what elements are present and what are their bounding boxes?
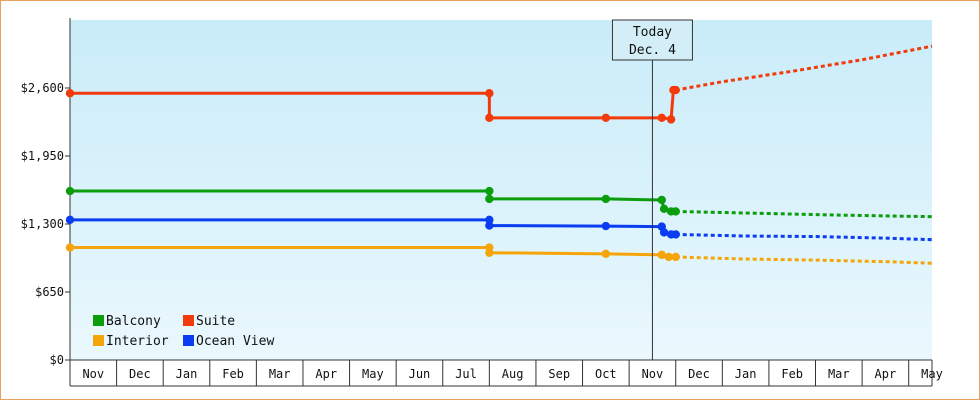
x-tick-label: Jun: [409, 367, 431, 381]
y-tick-label: $0: [50, 353, 64, 367]
data-point: [485, 221, 494, 230]
legend-label: Balcony: [106, 314, 161, 329]
x-tick-label: Dec: [129, 367, 151, 381]
series-balcony: [65, 186, 933, 219]
series-interior: [65, 243, 933, 265]
x-tick-label: Mar: [828, 367, 850, 381]
forecast-line: [675, 255, 933, 265]
data-point: [65, 89, 75, 98]
data-point: [485, 194, 494, 204]
y-tick-label: $1,300: [21, 217, 64, 231]
x-tick-label: Jan: [176, 367, 198, 381]
legend-item: Suite: [183, 314, 235, 329]
data-point: [601, 221, 611, 231]
x-tick-label: Mar: [269, 367, 291, 381]
y-tick-label: $650: [35, 285, 64, 299]
data-point: [485, 89, 494, 98]
today-date: Dec. 4: [629, 43, 676, 58]
data-point: [671, 252, 680, 262]
legend-swatch: [183, 315, 194, 326]
data-point: [659, 204, 669, 214]
legend-swatch: [183, 335, 194, 346]
x-tick-label: Apr: [315, 367, 337, 381]
forecast-line: [675, 209, 933, 219]
x-axis: Nov Dec Jan Feb Mar Apr May Jun Jul Aug Sep Oct Nov D…: [69, 359, 943, 387]
legend-swatch: [93, 335, 104, 346]
forecast-line: [675, 232, 933, 242]
data-point: [65, 243, 75, 252]
legend-item: Balcony: [93, 314, 161, 329]
legend-label: Suite: [196, 314, 235, 329]
today-box: [611, 19, 693, 61]
legend: Balcony Suite Interior Ocean View: [93, 314, 274, 349]
legend-item: Interior: [93, 334, 169, 349]
legend-swatch: [93, 315, 104, 326]
data-point: [664, 252, 673, 262]
legend-label: Ocean View: [196, 334, 274, 349]
data-point: [666, 115, 676, 124]
x-tick-label: Nov: [642, 367, 664, 381]
y-tick-label: $2,600: [21, 81, 64, 95]
data-point: [485, 248, 494, 257]
y-tick-label: $1,950: [21, 149, 64, 163]
x-tick-label: Jan: [735, 367, 757, 381]
today-marker: Today Dec. 4: [611, 19, 693, 360]
data-point: [485, 186, 494, 196]
forecast-line: [675, 44, 933, 92]
x-tick-label: Feb: [222, 367, 244, 381]
today-label: Today: [633, 25, 672, 40]
data-point: [485, 113, 494, 123]
data-point: [485, 215, 494, 225]
legend-label: Interior: [106, 334, 169, 349]
data-point: [671, 230, 680, 239]
series-layer: [65, 44, 933, 265]
data-point: [657, 113, 666, 123]
data-point: [601, 249, 611, 259]
data-point: [657, 195, 666, 205]
data-point: [601, 194, 611, 204]
legend-item: Ocean View: [183, 334, 274, 349]
x-tick-label: May: [362, 367, 384, 381]
x-tick-label: Apr: [875, 367, 897, 381]
x-tick-label: Feb: [781, 367, 803, 381]
data-point: [657, 250, 666, 260]
x-tick-label: Nov: [82, 367, 104, 381]
data-point: [65, 215, 75, 225]
data-point: [659, 228, 669, 237]
data-point: [671, 85, 680, 95]
x-tick-label: Jul: [455, 367, 477, 381]
data-point: [65, 186, 75, 196]
x-tick-label: Dec: [688, 367, 710, 381]
x-tick-label: Oct: [595, 367, 617, 381]
y-axis: $0 $650 $1,300 $1,950 $2,600: [21, 18, 71, 367]
series-ocean-view: [65, 215, 933, 242]
series-suite: [65, 44, 933, 124]
data-point: [601, 113, 611, 123]
x-tick-label: Sep: [548, 367, 570, 381]
data-point: [671, 207, 680, 216]
x-tick-label: Aug: [502, 367, 524, 381]
x-tick-label: May: [921, 367, 943, 381]
